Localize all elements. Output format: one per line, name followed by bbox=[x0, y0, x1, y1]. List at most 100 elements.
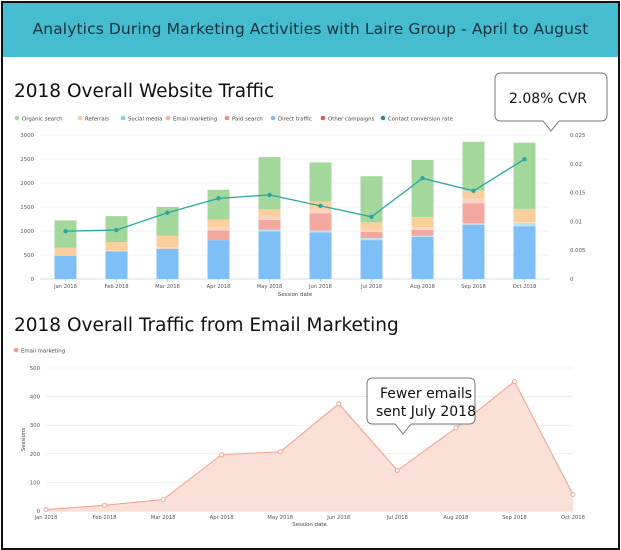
x-tick-label: Mar 2018 bbox=[155, 284, 180, 290]
legend-marker bbox=[224, 115, 230, 121]
legend-label: Organic search bbox=[22, 117, 63, 123]
x-tick-label: Oct 2018 bbox=[513, 284, 537, 290]
bar-segment bbox=[360, 229, 383, 232]
report-title: Analytics During Marketing Activities wi… bbox=[32, 20, 589, 38]
legend-label: Contact conversion rate bbox=[388, 117, 453, 123]
email-data-point bbox=[570, 492, 576, 498]
y-tick-label: 0 bbox=[37, 509, 41, 515]
conversion-rate-point bbox=[369, 214, 374, 219]
bar-segment bbox=[462, 203, 485, 224]
email-data-point bbox=[453, 425, 459, 431]
callout-box bbox=[494, 72, 608, 132]
y-tick-label: 300 bbox=[30, 423, 41, 429]
x-tick-label: Jul 2018 bbox=[360, 284, 382, 290]
bar-segment bbox=[207, 227, 230, 231]
legend-marker bbox=[380, 115, 386, 121]
email-traffic-chart: Email marketing 0 100 200 300 400 500 Jan 2018 F… bbox=[13, 347, 585, 528]
bar-segment bbox=[309, 232, 332, 279]
legend-label: Email marketing bbox=[173, 117, 217, 123]
email-data-point bbox=[511, 378, 517, 384]
bar-segment bbox=[207, 189, 230, 220]
x-axis-label: Session date bbox=[278, 292, 313, 298]
bar-segment bbox=[156, 248, 179, 279]
email-area-line bbox=[45, 380, 574, 511]
bar-segment bbox=[54, 255, 77, 279]
y-tick-label: 1000 bbox=[20, 229, 34, 235]
legend-label: Referrals bbox=[85, 117, 109, 123]
x-tick-label: Jun 2018 bbox=[326, 515, 350, 521]
legend-marker bbox=[270, 115, 276, 121]
x-tick-label: Feb 2018 bbox=[93, 515, 117, 521]
y-tick-label: 400 bbox=[30, 395, 41, 401]
bar-segment bbox=[207, 240, 230, 279]
y-tick-label: 500 bbox=[24, 253, 35, 259]
email-data-point bbox=[277, 449, 283, 455]
legend-marker bbox=[320, 115, 326, 121]
bar-segment bbox=[462, 223, 485, 225]
x-tick-label: May 2018 bbox=[267, 515, 293, 521]
bar-segment bbox=[513, 208, 536, 223]
bar-segment bbox=[360, 176, 383, 223]
email-data-point bbox=[336, 401, 342, 407]
cvr-callout-label: 2.08% CVR bbox=[509, 91, 588, 107]
legend-marker bbox=[14, 115, 20, 121]
bar-segment bbox=[411, 230, 434, 236]
bar-segment bbox=[513, 226, 536, 279]
bar-segment bbox=[309, 162, 332, 202]
email-data-point bbox=[219, 452, 225, 458]
x-tick-label: Aug 2018 bbox=[410, 284, 435, 290]
bar-segment bbox=[54, 220, 77, 248]
x-tick-label: Jan 2018 bbox=[53, 284, 77, 290]
conversion-rate-point bbox=[420, 176, 425, 181]
y-tick-label: 100 bbox=[30, 480, 41, 486]
legend-label: Paid search bbox=[232, 117, 263, 123]
bar-segment bbox=[462, 141, 485, 191]
x-tick-label: Jul 2018 bbox=[386, 515, 408, 521]
bar-segment bbox=[258, 219, 281, 230]
bar-segment bbox=[309, 213, 332, 231]
bar-segment bbox=[360, 222, 383, 230]
y-tick-label: 2500 bbox=[20, 157, 34, 163]
conversion-rate-point bbox=[471, 188, 476, 194]
y-axis-label: Sessions bbox=[21, 428, 27, 452]
chart1-title: 2018 Overall Website Traffic bbox=[14, 81, 275, 102]
x-tick-label: Aug 2018 bbox=[443, 515, 468, 521]
y-tick-label: 200 bbox=[30, 452, 41, 458]
email-data-point bbox=[102, 502, 108, 508]
y-tick-label: 1500 bbox=[20, 205, 34, 211]
conversion-rate-point bbox=[114, 227, 119, 233]
email-data-point bbox=[43, 507, 49, 513]
bar-segment bbox=[258, 231, 281, 279]
bar-segment bbox=[156, 235, 179, 248]
email-data-point bbox=[160, 497, 166, 503]
bar-segment bbox=[462, 190, 485, 199]
x-tick-label: Sep 2018 bbox=[502, 515, 527, 521]
bar-segment bbox=[258, 157, 281, 210]
bar-segment bbox=[411, 235, 434, 237]
legend-marker bbox=[165, 115, 171, 121]
bar-segment bbox=[462, 198, 485, 204]
bar-segment bbox=[309, 209, 332, 214]
legend-marker bbox=[77, 115, 83, 121]
x-tick-label: Jan 2018 bbox=[34, 515, 58, 521]
legend-marker bbox=[120, 115, 126, 121]
y-tick-label: 500 bbox=[30, 366, 41, 372]
bar-segment bbox=[309, 230, 332, 233]
y2-tick-label: 0 bbox=[570, 277, 574, 283]
bar-segment bbox=[258, 209, 281, 217]
chart2-title: 2018 Overall Traffic from Email Marketin… bbox=[14, 315, 399, 336]
legend-label: Social media bbox=[128, 117, 163, 123]
email-area-fill bbox=[46, 381, 573, 511]
x-tick-label: Apr 2018 bbox=[210, 515, 234, 521]
bar-segment bbox=[360, 240, 383, 279]
x-tick-label: Apr 2018 bbox=[207, 284, 231, 290]
x-axis-label: Session date bbox=[292, 522, 327, 528]
bar-segment bbox=[411, 217, 434, 228]
bar-segment bbox=[54, 247, 77, 256]
bar-segment bbox=[411, 236, 434, 279]
bar-segment bbox=[207, 219, 230, 228]
legend-label: Direct traffic bbox=[278, 117, 312, 123]
x-tick-label: Feb 2018 bbox=[104, 284, 128, 290]
bar-segment bbox=[411, 227, 434, 231]
